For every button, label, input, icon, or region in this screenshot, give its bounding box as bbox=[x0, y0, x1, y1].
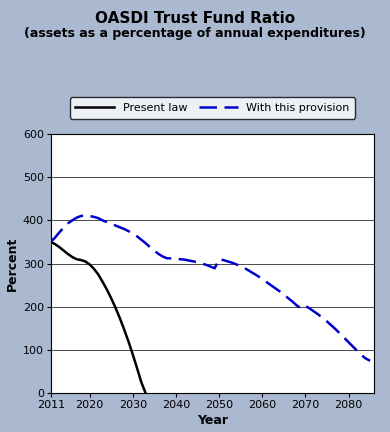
Text: OASDI Trust Fund Ratio: OASDI Trust Fund Ratio bbox=[95, 11, 295, 26]
X-axis label: Year: Year bbox=[197, 414, 228, 427]
Y-axis label: Percent: Percent bbox=[5, 236, 18, 291]
Legend: Present law, With this provision: Present law, With this provision bbox=[70, 98, 355, 118]
Text: (assets as a percentage of annual expenditures): (assets as a percentage of annual expend… bbox=[24, 27, 366, 40]
